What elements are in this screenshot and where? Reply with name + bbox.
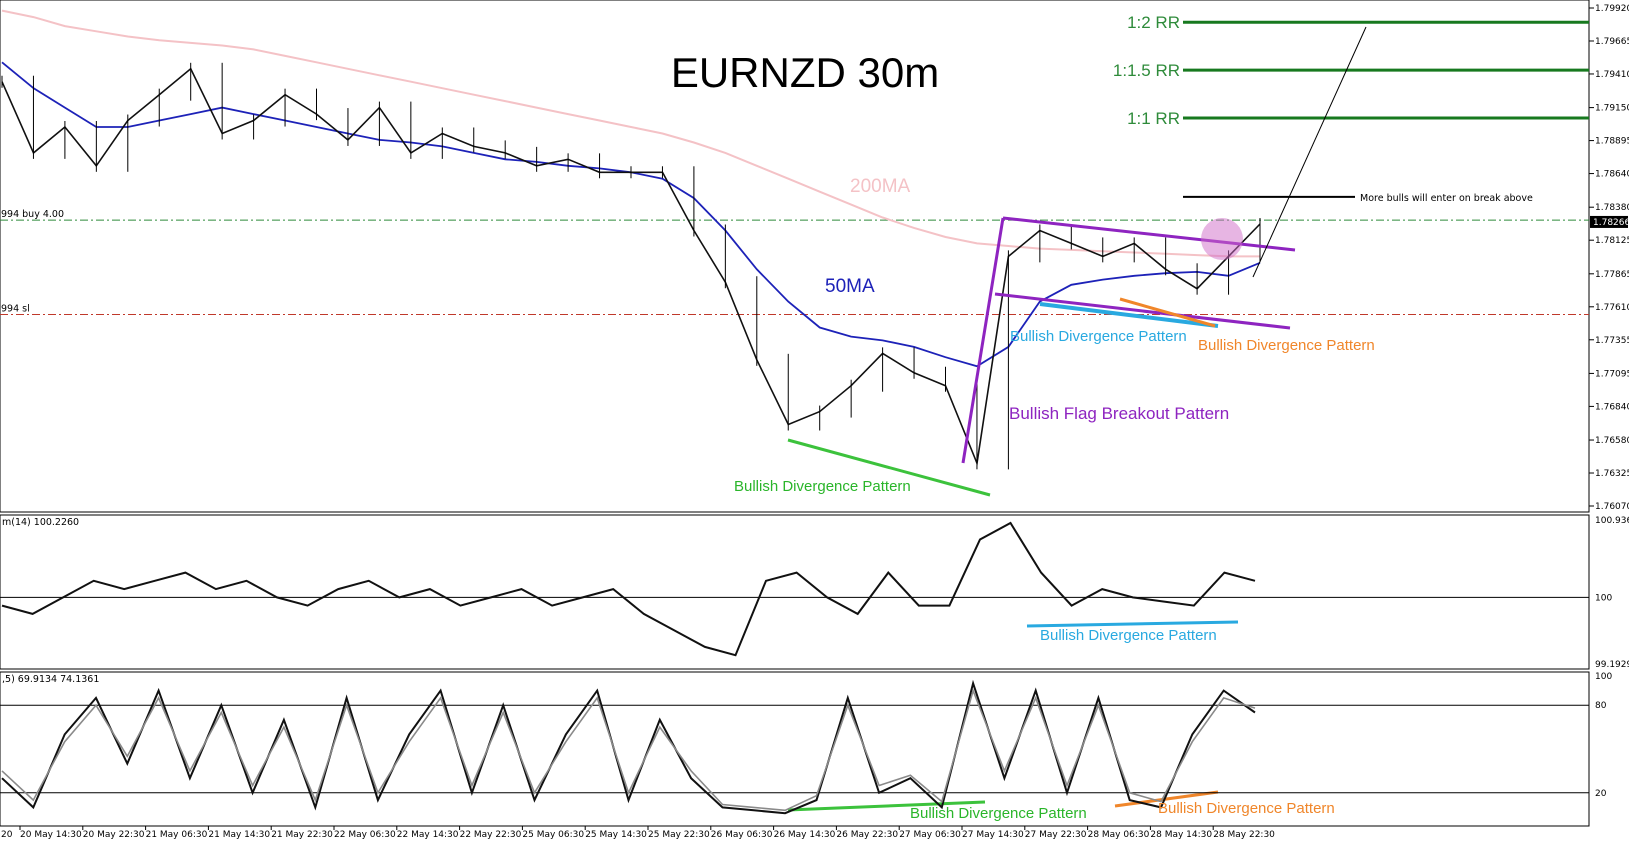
flag-pattern-label: Bullish Flag Breakout Pattern <box>1009 404 1229 423</box>
time-tick-label: 26 May 06:30 <box>711 830 773 840</box>
breakout-highlight-circle <box>1201 218 1243 260</box>
blue-divergence-label: Bullish Divergence Pattern <box>1010 328 1187 345</box>
price-tick-label: 1.76070 <box>1595 502 1629 512</box>
panel-frames <box>0 0 1590 827</box>
price-tick-label: 1.78380 <box>1595 203 1629 213</box>
time-tick-label: 21 May 22:30 <box>271 830 333 840</box>
rr-target-label: 1:1.5 RR <box>1113 61 1180 80</box>
time-tick-label: 27 May 22:30 <box>1025 830 1087 840</box>
time-tick-label: 26 May 22:30 <box>836 830 898 840</box>
stochastic-tick-label: 80 <box>1595 701 1607 711</box>
stoch-orange-divergence-label: Bullish Divergence Pattern <box>1158 800 1335 817</box>
time-tick-label: 28 May 06:30 <box>1088 830 1150 840</box>
price-tick-label: 1.79150 <box>1595 104 1629 114</box>
momentum-tick-label: 100 <box>1595 593 1612 603</box>
price-tick-label: 1.77865 <box>1595 270 1629 280</box>
price-tick-label: 1.78895 <box>1595 137 1629 147</box>
stochastic-tick-label: 100 <box>1595 672 1612 682</box>
time-tick-label: 21 May 14:30 <box>208 830 270 840</box>
momentum-series <box>1 521 1256 657</box>
momentum-tick-label: 100.9367 <box>1595 516 1629 526</box>
ma200-label: 200MA <box>850 176 911 197</box>
time-tick-label: 25 May 14:30 <box>585 830 647 840</box>
rr-target-label: 1:1 RR <box>1127 109 1180 128</box>
price-tick-label: 1.77355 <box>1595 336 1629 346</box>
price-tick-label: 1.78640 <box>1595 170 1629 180</box>
time-tick-label: 22 May 14:30 <box>397 830 459 840</box>
stochastic-signal-line <box>1 688 1256 812</box>
stoch-green-divergence-line <box>787 800 986 812</box>
time-axis: 20 20 May 14:30 20 May 22:30 21 May 06:30 21… <box>1 826 1275 840</box>
ma50-label: 50MA <box>825 276 875 297</box>
chart-title: EURNZD 30m <box>671 49 939 96</box>
stochastic-panel-frame <box>0 671 1590 827</box>
price-tick-label: 1.79665 <box>1595 37 1629 47</box>
stoch-green-divergence-label: Bullish Divergence Pattern <box>910 805 1087 822</box>
trade-levels: 1:2 RR 1:1.5 RR 1:1 RR More bulls will ente… <box>0 13 1589 316</box>
green-divergence-line <box>787 438 991 497</box>
momentum-divergence-label: Bullish Divergence Pattern <box>1040 627 1217 644</box>
flag-pole-line <box>961 217 1005 464</box>
flag-upper-line <box>1002 216 1296 252</box>
time-tick-label: 28 May 22:30 <box>1213 830 1275 840</box>
price-tick-label: 1.76840 <box>1595 402 1629 412</box>
time-tick-label: 25 May 06:30 <box>522 830 584 840</box>
stochastic-text: ,5) 69.9134 74.1361 Bullish Divergence P… <box>2 674 1335 822</box>
current-price-box <box>1590 215 1628 228</box>
orange-divergence-label: Bullish Divergence Pattern <box>1198 337 1375 354</box>
price-tick-label: 1.76325 <box>1595 469 1629 479</box>
momentum-blue-divergence-line <box>1026 620 1239 628</box>
price-tick-label: 1.77610 <box>1595 303 1629 313</box>
main-panel-text: EURNZD 30m 200MA 50MA Bullish Divergence… <box>671 49 1375 495</box>
orange-divergence-line <box>1119 297 1216 328</box>
stoch-orange-divergence-line <box>1114 790 1219 808</box>
time-tick-label: 22 May 06:30 <box>334 830 396 840</box>
stochastic-indicator-label: ,5) 69.9134 74.1361 <box>2 674 99 685</box>
series-50ma-line <box>1 61 1261 368</box>
rr-target-label: 1:2 RR <box>1127 13 1180 32</box>
stochastic-main-line <box>1 679 1256 815</box>
momentum-text: m(14) 100.2260 Bullish Divergence Patter… <box>2 517 1217 644</box>
green-divergence-label: Bullish Divergence Pattern <box>734 478 911 495</box>
blue-divergence-line <box>1039 302 1219 328</box>
order-level-label: 994 sl <box>1 304 30 315</box>
time-tick-label: 20 <box>1 830 13 840</box>
main-panel-frame <box>0 0 1590 513</box>
price-series <box>1 9 1261 470</box>
momentum-indicator-label: m(14) 100.2260 <box>2 517 79 528</box>
momentum-panel-frame <box>0 514 1590 670</box>
time-tick-label: 21 May 06:30 <box>146 830 208 840</box>
series-200ma-line <box>1 9 1260 258</box>
price-tick-label: 1.77095 <box>1595 369 1629 379</box>
time-tick-label: 20 May 14:30 <box>20 830 82 840</box>
time-tick-label: 27 May 06:30 <box>899 830 961 840</box>
price-tick-label: 1.78125 <box>1595 236 1629 246</box>
flag-lower-line <box>994 292 1291 330</box>
momentum-axis: 100.9367 100 99.1929 <box>0 516 1629 670</box>
time-tick-label: 25 May 22:30 <box>648 830 710 840</box>
price-tick-label: 1.79410 <box>1595 70 1629 80</box>
time-tick-label: 20 May 22:30 <box>83 830 145 840</box>
current-price-label: 1.78266 <box>1593 218 1629 228</box>
projection-line <box>1252 26 1367 278</box>
order-level-label: 994 buy 4.00 <box>1 209 64 220</box>
momentum-tick-label: 99.1929 <box>1595 660 1629 670</box>
stochastic-axis: 100 80 20 <box>0 672 1612 799</box>
price-axis: 1.79920 1.79665 1.79410 1.79150 1.78895 1.786… <box>1589 4 1629 512</box>
price-tick-label: 1.79920 <box>1595 4 1629 14</box>
pattern-drawings <box>787 26 1367 812</box>
time-tick-label: 27 May 14:30 <box>962 830 1024 840</box>
time-tick-label: 22 May 22:30 <box>460 830 522 840</box>
time-tick-label: 26 May 14:30 <box>774 830 836 840</box>
stochastic-tick-label: 20 <box>1595 789 1607 799</box>
momentum-line <box>1 521 1256 657</box>
stochastic-series <box>1 679 1256 815</box>
time-tick-label: 28 May 14:30 <box>1150 830 1212 840</box>
breakout-level-label: More bulls will enter on break above <box>1360 193 1533 204</box>
price-tick-label: 1.76580 <box>1595 436 1629 446</box>
